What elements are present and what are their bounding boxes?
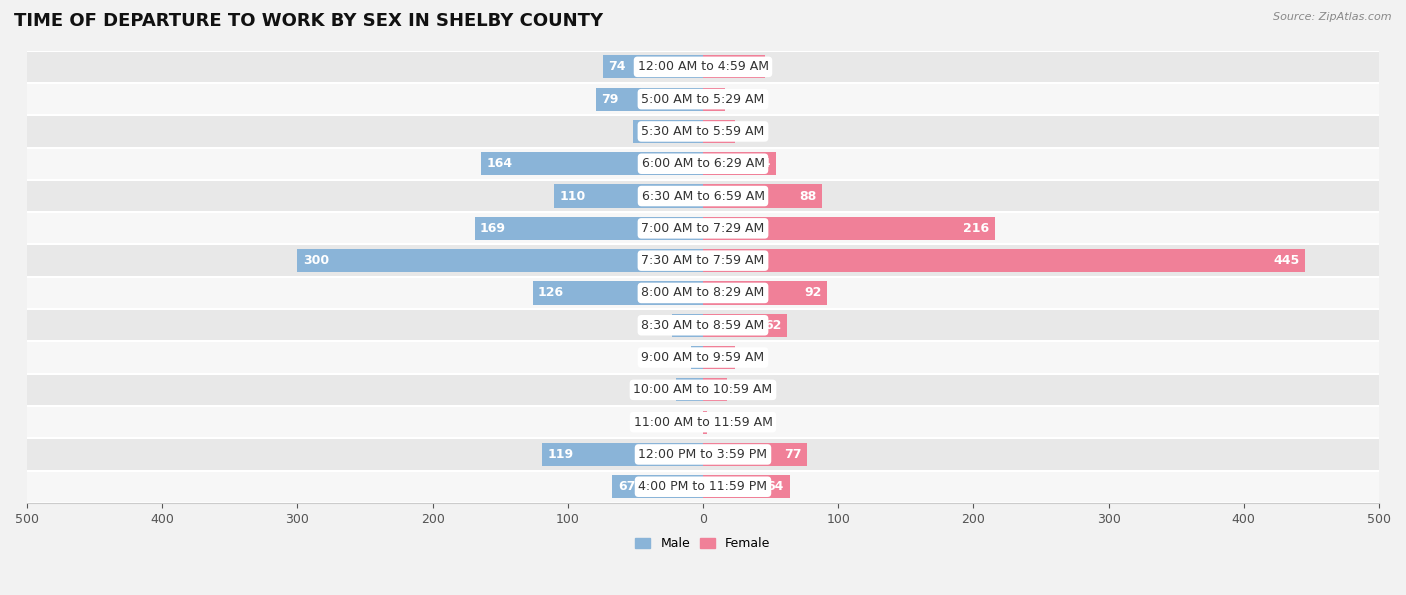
Text: 5:30 AM to 5:59 AM: 5:30 AM to 5:59 AM [641, 125, 765, 138]
Bar [27, 148, 1379, 180]
Text: 11:00 AM to 11:59 AM: 11:00 AM to 11:59 AM [634, 416, 772, 428]
Text: 16: 16 [728, 93, 744, 106]
Bar [703, 87, 724, 111]
Text: 88: 88 [800, 190, 817, 202]
Text: 6:00 AM to 6:29 AM: 6:00 AM to 6:29 AM [641, 157, 765, 170]
Bar [690, 346, 703, 369]
Text: 445: 445 [1272, 254, 1299, 267]
Text: 119: 119 [547, 448, 574, 461]
Bar [27, 245, 1379, 277]
Text: 24: 24 [740, 125, 755, 138]
Text: 24: 24 [740, 351, 755, 364]
Text: TIME OF DEPARTURE TO WORK BY SEX IN SHELBY COUNTY: TIME OF DEPARTURE TO WORK BY SEX IN SHEL… [14, 12, 603, 30]
Text: 62: 62 [763, 319, 782, 332]
Text: 7:00 AM to 7:29 AM: 7:00 AM to 7:29 AM [641, 222, 765, 235]
Bar [703, 184, 823, 208]
Bar [703, 314, 787, 337]
Text: 12:00 PM to 3:59 PM: 12:00 PM to 3:59 PM [638, 448, 768, 461]
Bar [703, 120, 735, 143]
Bar [27, 51, 1379, 83]
Bar [703, 443, 807, 466]
Text: 4:00 PM to 11:59 PM: 4:00 PM to 11:59 PM [638, 480, 768, 493]
Bar [703, 152, 776, 176]
Text: 46: 46 [742, 60, 759, 73]
Text: 23: 23 [652, 319, 668, 332]
Text: 18: 18 [731, 383, 747, 396]
Text: 110: 110 [560, 190, 586, 202]
Bar [27, 309, 1379, 342]
Text: 164: 164 [486, 157, 513, 170]
Bar [596, 87, 703, 111]
Text: 300: 300 [302, 254, 329, 267]
Bar [298, 249, 703, 273]
Text: 8:30 AM to 8:59 AM: 8:30 AM to 8:59 AM [641, 319, 765, 332]
Bar [703, 378, 727, 402]
Bar [676, 378, 703, 402]
Text: 20: 20 [657, 383, 672, 396]
Bar [703, 281, 827, 305]
Text: 6:30 AM to 6:59 AM: 6:30 AM to 6:59 AM [641, 190, 765, 202]
Text: 92: 92 [804, 286, 823, 299]
Text: 169: 169 [479, 222, 506, 235]
Bar [603, 55, 703, 79]
Text: 8:00 AM to 8:29 AM: 8:00 AM to 8:29 AM [641, 286, 765, 299]
Text: 9: 9 [679, 351, 686, 364]
Bar [703, 249, 1305, 273]
Text: 74: 74 [609, 60, 626, 73]
Bar [703, 55, 765, 79]
Bar [27, 342, 1379, 374]
Bar [481, 152, 703, 176]
Bar [27, 277, 1379, 309]
Text: 12:00 AM to 4:59 AM: 12:00 AM to 4:59 AM [637, 60, 769, 73]
Text: 5:00 AM to 5:29 AM: 5:00 AM to 5:29 AM [641, 93, 765, 106]
Text: Source: ZipAtlas.com: Source: ZipAtlas.com [1274, 12, 1392, 22]
Text: 0: 0 [690, 416, 699, 428]
Text: 79: 79 [602, 93, 619, 106]
Bar [27, 471, 1379, 503]
Bar [703, 346, 735, 369]
Bar [703, 411, 707, 434]
Text: 10:00 AM to 10:59 AM: 10:00 AM to 10:59 AM [634, 383, 772, 396]
Bar [27, 83, 1379, 115]
Legend: Male, Female: Male, Female [630, 533, 776, 555]
Bar [27, 212, 1379, 245]
Bar [27, 439, 1379, 471]
Bar [672, 314, 703, 337]
Bar [27, 180, 1379, 212]
Bar [633, 120, 703, 143]
Bar [27, 406, 1379, 439]
Text: 67: 67 [617, 480, 636, 493]
Bar [703, 217, 995, 240]
Bar [533, 281, 703, 305]
Bar [613, 475, 703, 499]
Text: 54: 54 [754, 157, 770, 170]
Text: 9:00 AM to 9:59 AM: 9:00 AM to 9:59 AM [641, 351, 765, 364]
Text: 216: 216 [963, 222, 990, 235]
Text: 77: 77 [785, 448, 801, 461]
Text: 3: 3 [711, 416, 718, 428]
Bar [554, 184, 703, 208]
Bar [27, 374, 1379, 406]
Bar [27, 115, 1379, 148]
Bar [474, 217, 703, 240]
Text: 7:30 AM to 7:59 AM: 7:30 AM to 7:59 AM [641, 254, 765, 267]
Text: 52: 52 [638, 125, 655, 138]
Text: 126: 126 [538, 286, 564, 299]
Bar [703, 475, 790, 499]
Text: 64: 64 [766, 480, 785, 493]
Bar [543, 443, 703, 466]
